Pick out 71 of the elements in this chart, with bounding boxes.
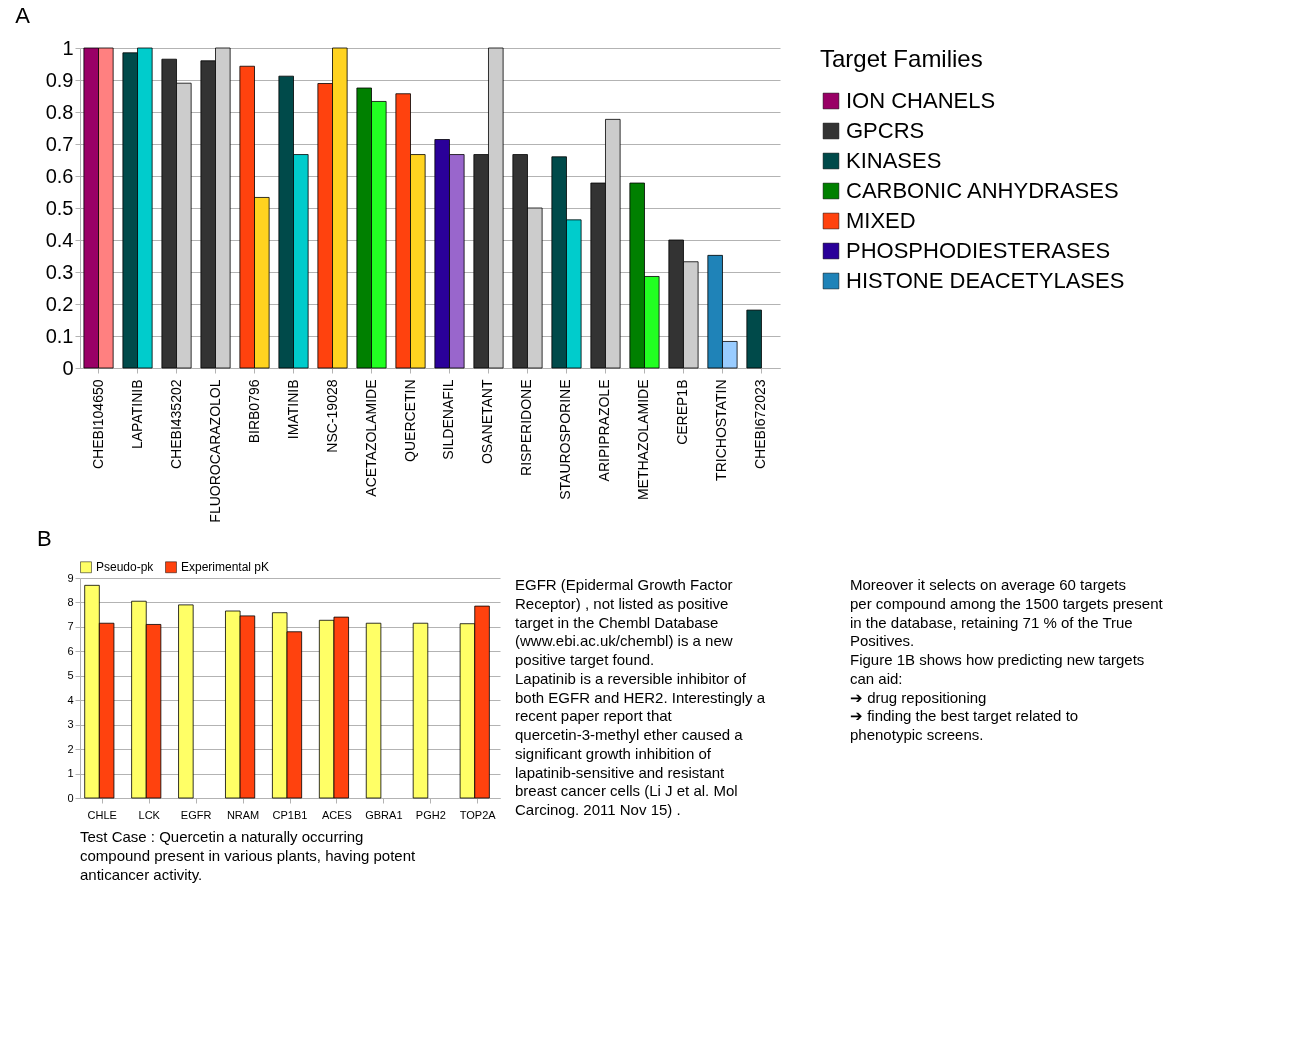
y-tick-label: 0.5 bbox=[45, 196, 74, 219]
text: ➔ drug repositioning bbox=[850, 688, 987, 706]
y-tick-label: 1 bbox=[62, 36, 74, 59]
y-tick-label: 8 bbox=[67, 595, 74, 608]
legend-label: MIXED bbox=[846, 208, 916, 233]
x-tick-label: PGH2 bbox=[415, 808, 446, 821]
x-tick-label: CEREP1B bbox=[674, 379, 691, 445]
legend-label: HISTONE DEACETYLASES bbox=[846, 268, 1125, 293]
y-tick-label: 0.2 bbox=[45, 292, 74, 315]
x-tick-label: EGFR bbox=[180, 808, 212, 821]
legend-label: KINASES bbox=[846, 148, 942, 173]
caption: Figure 1B shows how predicting new targets can aid: bbox=[850, 651, 1145, 687]
x-tick-label: CHEBI672023 bbox=[752, 379, 769, 470]
legend-title: Target Families bbox=[820, 45, 983, 72]
text: Moreover it selects on average 60 targets per compound among the 1500 targets present in the database, retaining 71 % of the True Positives. bbox=[850, 576, 1164, 650]
x-tick-label: CHLE bbox=[87, 808, 117, 821]
x-tick-label: IMATINIB bbox=[284, 379, 301, 440]
x-tick-label: NSC-19028 bbox=[323, 379, 340, 453]
bar bbox=[178, 604, 194, 799]
x-tick-label: METHAZOLAMIDE bbox=[635, 379, 652, 501]
legend-label: ION CHANELS bbox=[846, 88, 996, 113]
bar bbox=[746, 309, 762, 369]
legend-label: PHOSPHODIESTERASES bbox=[846, 238, 1111, 263]
x-tick-label: SILDENAFIL bbox=[440, 379, 457, 460]
y-tick-label: 5 bbox=[67, 669, 74, 682]
bar bbox=[365, 622, 382, 799]
x-tick-label: ARIPIPRAZOLE bbox=[596, 379, 613, 482]
text: Test Case : Quercetin a naturally occurring compound present in various plants, having potent anticancer activity. bbox=[80, 828, 417, 883]
x-tick-label: BIRB0796 bbox=[245, 379, 262, 444]
x-tick-label: GBRA1 bbox=[365, 808, 403, 821]
text: Lapatinib is a reversible inhibitor of both EGFR and HER2. Interestingly a recent paper report that quercetin-3-methyl ether caused a significant growth inhibition of lapatinib-sensitive and resistant breast cancer cells (Li J et al. Mol Carcinog. 2011 Nov 15) . bbox=[515, 669, 766, 818]
y-tick-label: 2 bbox=[67, 742, 74, 755]
y-tick-label: 0.7 bbox=[45, 132, 74, 155]
text: EGFR (Epidermal Growth Factor Receptor) , not listed as positive target in the Chembl Database (www.ebi.ac.uk/chembl) is a new positive target found. bbox=[515, 576, 733, 668]
legend-label: Experimental pK bbox=[181, 560, 270, 575]
x-tick-label: OSANETANT bbox=[479, 379, 496, 465]
y-tick-label: 0 bbox=[62, 356, 74, 379]
legend-label: Pseudo-pk bbox=[96, 560, 155, 575]
y-tick-label: 0 bbox=[67, 791, 74, 804]
bar bbox=[412, 622, 429, 799]
y-tick-label: 0.4 bbox=[45, 228, 74, 251]
y-tick-label: 0.3 bbox=[45, 260, 74, 283]
y-tick-label: 0.6 bbox=[45, 164, 74, 187]
y-tick-label: 0.1 bbox=[45, 324, 74, 347]
y-tick-label: 1 bbox=[67, 767, 74, 780]
y-tick-label: 9 bbox=[67, 571, 74, 584]
x-tick-label: CHEBI435202 bbox=[167, 379, 184, 470]
x-tick-label: LCK bbox=[138, 808, 161, 821]
x-tick-label: QUERCETIN bbox=[401, 379, 418, 462]
x-tick-label: NRAM bbox=[226, 808, 260, 821]
legend-label: CARBONIC ANHYDRASES bbox=[846, 178, 1119, 203]
y-tick-label: 4 bbox=[67, 693, 74, 706]
x-tick-label: ACES bbox=[321, 808, 352, 821]
x-tick-label: TOP2A bbox=[459, 808, 497, 821]
legend-label: GPCRS bbox=[846, 118, 925, 143]
x-tick-label: CP1B1 bbox=[272, 808, 308, 821]
chart-title: A bbox=[15, 3, 31, 28]
y-tick-label: 6 bbox=[67, 644, 74, 657]
text: ➔ finding the best target related to phenotypic screens. bbox=[850, 707, 1079, 743]
x-tick-label: FLUOROCARAZOLOL bbox=[206, 379, 223, 523]
x-tick-label: RISPERIDONE bbox=[518, 379, 535, 476]
y-tick-label: 0.9 bbox=[45, 68, 74, 91]
x-tick-label: STAUROSPORINE bbox=[557, 379, 574, 500]
y-tick-label: 3 bbox=[67, 718, 74, 731]
y-tick-label: 7 bbox=[67, 620, 74, 633]
y-tick-label: 0.8 bbox=[45, 100, 74, 123]
x-tick-label: TRICHOSTATIN bbox=[713, 379, 730, 481]
x-tick-label: CHEBI104650 bbox=[89, 379, 106, 470]
chart-title: B bbox=[36, 526, 52, 551]
x-tick-label: ACETAZOLAMIDE bbox=[362, 379, 379, 497]
x-tick-label: LAPATINIB bbox=[128, 379, 145, 450]
